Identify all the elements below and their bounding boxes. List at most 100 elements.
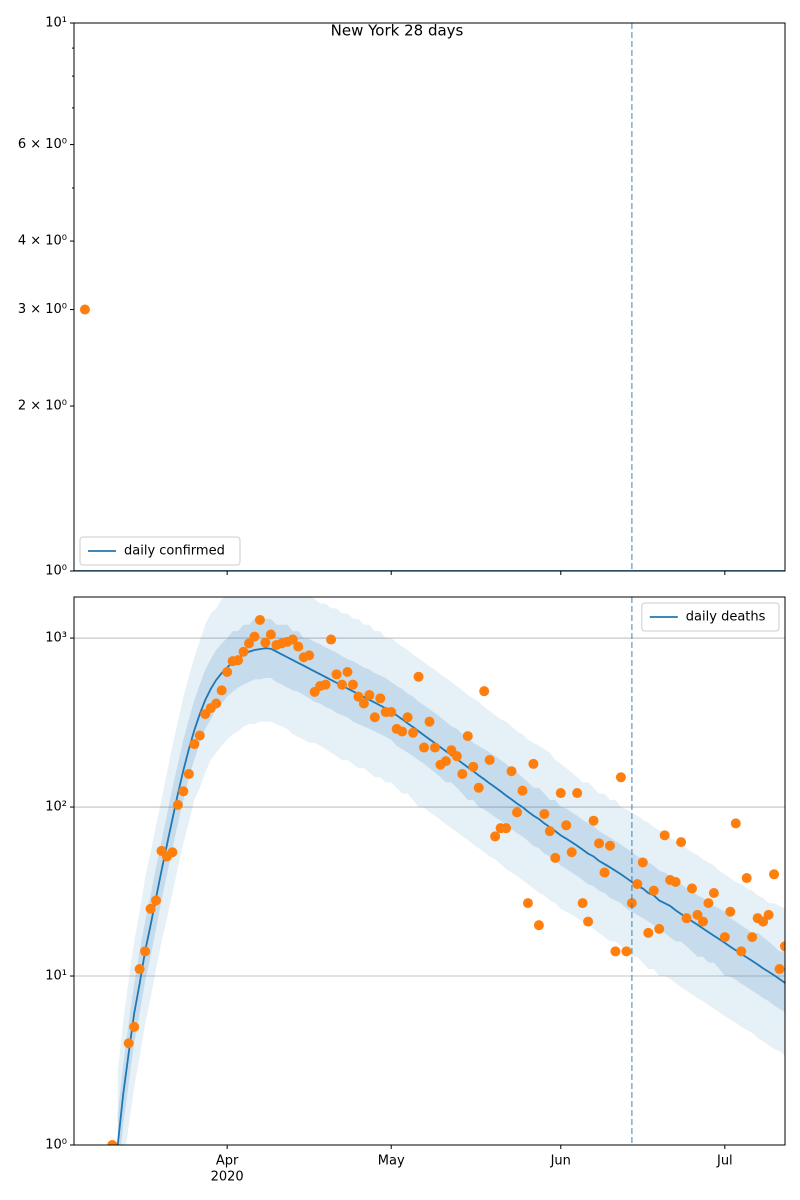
- data-point: [183, 768, 194, 779]
- axes-frame: [73, 22, 786, 572]
- data-point: [413, 671, 424, 682]
- legend-box: [641, 602, 780, 632]
- data-point: [550, 852, 561, 863]
- data-point: [238, 646, 249, 657]
- data-point: [386, 707, 397, 718]
- data-point: [194, 730, 205, 741]
- data-point: [440, 756, 451, 767]
- legend-label: daily confirmed: [124, 544, 225, 559]
- x-tick-label: Apr: [216, 1154, 239, 1169]
- data-point: [424, 716, 435, 727]
- data-point: [697, 916, 708, 927]
- data-point: [747, 932, 758, 943]
- data-point: [490, 831, 501, 842]
- data-point: [741, 873, 752, 884]
- data-point: [260, 637, 271, 648]
- data-point: [648, 885, 659, 896]
- data-point: [134, 964, 145, 975]
- data-point: [566, 847, 577, 858]
- data-point: [140, 946, 151, 957]
- data-point: [703, 898, 714, 909]
- data-point: [419, 742, 430, 753]
- data-point: [347, 679, 358, 690]
- data-point: [637, 857, 648, 868]
- data-point: [780, 941, 785, 952]
- data-point: [468, 761, 479, 772]
- data-point: [588, 815, 599, 826]
- data-point: [304, 650, 315, 661]
- data-point: [670, 877, 681, 888]
- plot-area: [74, 597, 785, 1145]
- data-point: [506, 766, 517, 777]
- data-point: [402, 712, 413, 723]
- confidence-band: [117, 597, 785, 1145]
- data-point: [293, 641, 304, 652]
- data-point: [719, 932, 730, 943]
- data-point: [249, 631, 260, 642]
- y-tick-label: 10¹: [45, 969, 67, 984]
- data-point: [763, 909, 774, 920]
- y-tick-label: 10³: [45, 631, 67, 646]
- data-point: [320, 679, 331, 690]
- data-point: [397, 726, 408, 737]
- data-point: [681, 913, 692, 924]
- data-point: [129, 1021, 140, 1032]
- data-point: [151, 895, 162, 906]
- data-point: [561, 820, 572, 831]
- data-point: [730, 818, 741, 829]
- data-point: [758, 916, 769, 927]
- axes-frame: [73, 596, 786, 1146]
- data-point: [462, 731, 473, 742]
- data-point: [172, 799, 183, 810]
- data-point: [216, 685, 227, 696]
- data-point: [604, 840, 615, 851]
- data-point: [528, 758, 539, 769]
- data-point: [189, 739, 200, 750]
- confidence-band: [117, 618, 785, 1145]
- data-point: [522, 898, 533, 909]
- data-point: [610, 946, 621, 957]
- chart-title: New York 28 days: [331, 22, 464, 40]
- data-point: [479, 686, 490, 697]
- data-point: [473, 782, 484, 793]
- data-point: [512, 807, 523, 818]
- data-point: [769, 869, 780, 880]
- data-point: [211, 698, 222, 709]
- data-point: [484, 754, 495, 765]
- y-tick-label: 10²: [45, 800, 67, 815]
- x-tick-label: May: [378, 1154, 405, 1169]
- data-point: [774, 964, 785, 975]
- data-point: [123, 1038, 134, 1049]
- data-point: [577, 898, 588, 909]
- data-point: [659, 830, 670, 841]
- data-point: [583, 916, 594, 927]
- data-point: [544, 826, 555, 837]
- data-point: [375, 693, 386, 704]
- data-point: [145, 903, 156, 914]
- data-point: [222, 666, 233, 677]
- data-point: [233, 655, 244, 666]
- data-point: [265, 629, 276, 640]
- y-tick-label: 10⁰: [45, 564, 67, 579]
- data-point: [336, 679, 347, 690]
- data-point: [555, 788, 566, 799]
- data-point: [539, 808, 550, 819]
- legend-box: [79, 536, 241, 566]
- data-point: [451, 751, 462, 762]
- data-point: [517, 785, 528, 796]
- y-tick-label: 2 × 10⁰: [18, 399, 67, 414]
- data-point: [687, 883, 698, 894]
- data-point: [79, 304, 90, 315]
- data-point: [533, 920, 544, 931]
- data-point: [692, 909, 703, 920]
- x-tick-label: Jun: [550, 1154, 571, 1169]
- data-point: [369, 712, 380, 723]
- data-point: [676, 837, 687, 848]
- data-point: [708, 887, 719, 898]
- data-point: [107, 1140, 118, 1145]
- data-point: [287, 634, 298, 645]
- plot-area: [74, 304, 785, 571]
- y-tick-label: 4 × 10⁰: [18, 234, 67, 249]
- data-point: [643, 927, 654, 938]
